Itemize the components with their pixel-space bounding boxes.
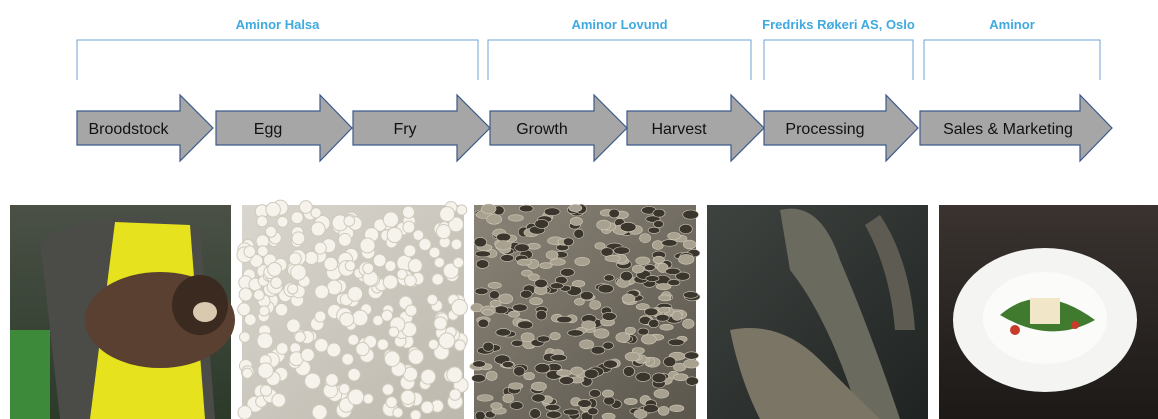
stage-label: Sales & Marketing <box>943 121 1073 138</box>
group-label: Fredriks Røkeri AS, Oslo <box>762 17 915 32</box>
photo-egg <box>237 200 468 419</box>
stage-label: Processing <box>785 121 864 138</box>
photo-sales <box>939 205 1158 419</box>
group-label: Aminor Halsa <box>236 17 321 32</box>
stage-label: Broodstock <box>88 121 169 138</box>
stage-label: Growth <box>516 121 568 138</box>
group-bracket <box>924 40 1100 80</box>
stage-label: Fry <box>393 121 416 138</box>
stage-label: Egg <box>254 121 282 138</box>
photo-broodstock <box>10 205 235 419</box>
group-label: Aminor Lovund <box>571 17 667 32</box>
group-bracket <box>764 40 913 80</box>
stage-arrow <box>353 95 490 161</box>
value-chain-diagram: Aminor Halsa Aminor Lovund Fredriks Røkeri… <box>0 0 1158 419</box>
stage-label: Harvest <box>651 121 707 138</box>
stage-arrow <box>216 95 352 161</box>
photo-growth <box>707 205 928 419</box>
group-bracket <box>488 40 751 80</box>
photo-fry <box>470 204 700 419</box>
group-bracket <box>77 40 478 80</box>
group-label: Aminor <box>989 17 1035 32</box>
